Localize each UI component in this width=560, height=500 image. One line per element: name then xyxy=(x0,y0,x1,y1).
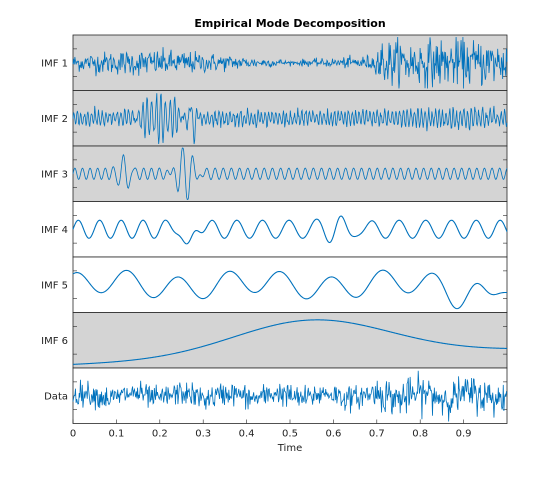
x-tick-label: 0.9 xyxy=(456,429,472,440)
panel-data: Data xyxy=(44,367,508,424)
panel-label: IMF 6 xyxy=(41,336,68,347)
series-line xyxy=(72,370,508,422)
x-tick-label: 0.6 xyxy=(325,429,341,440)
panel-imf-6: IMF 6 xyxy=(41,312,508,369)
x-axis: 0 0.1 0.2 0.3 0.4 0.5 0.6 0.7 0.8 0.9 xyxy=(70,419,472,440)
panels-group: IMF 1 IMF 2 IMF 3 IMF 4 IMF 5 IMF 6 Data xyxy=(41,34,508,424)
series-line xyxy=(72,36,508,89)
panel-background xyxy=(72,256,508,313)
panel-imf-5: IMF 5 xyxy=(41,256,508,313)
x-tick-label: 0.5 xyxy=(282,429,298,440)
panel-background xyxy=(72,145,508,202)
x-tick-label: 0 xyxy=(70,429,76,440)
panel-label: Data xyxy=(44,391,68,402)
panel-label: IMF 2 xyxy=(41,114,68,125)
x-tick-label: 0.8 xyxy=(412,429,428,440)
panel-label: IMF 5 xyxy=(41,280,68,291)
series-line xyxy=(72,215,508,245)
series-line xyxy=(72,319,508,365)
series-line xyxy=(72,269,507,310)
panel-imf-3: IMF 3 xyxy=(41,145,508,202)
panel-imf-4: IMF 4 xyxy=(41,201,508,258)
panel-imf-2: IMF 2 xyxy=(41,90,508,147)
panel-background xyxy=(72,201,508,258)
series-line xyxy=(72,147,508,200)
chart-title: Empirical Mode Decomposition xyxy=(194,17,385,30)
panel-label: IMF 4 xyxy=(41,225,68,236)
x-axis-label: Time xyxy=(277,443,302,454)
x-tick-label: 0.7 xyxy=(369,429,385,440)
panel-label: IMF 3 xyxy=(41,169,68,180)
x-tick-label: 0.2 xyxy=(152,429,168,440)
x-tick-label: 0.1 xyxy=(108,429,124,440)
series-line xyxy=(72,93,508,145)
panel-imf-1: IMF 1 xyxy=(41,34,508,91)
panel-label: IMF 1 xyxy=(41,58,68,69)
x-tick-label: 0.3 xyxy=(195,429,211,440)
x-tick-label: 0.4 xyxy=(239,429,255,440)
